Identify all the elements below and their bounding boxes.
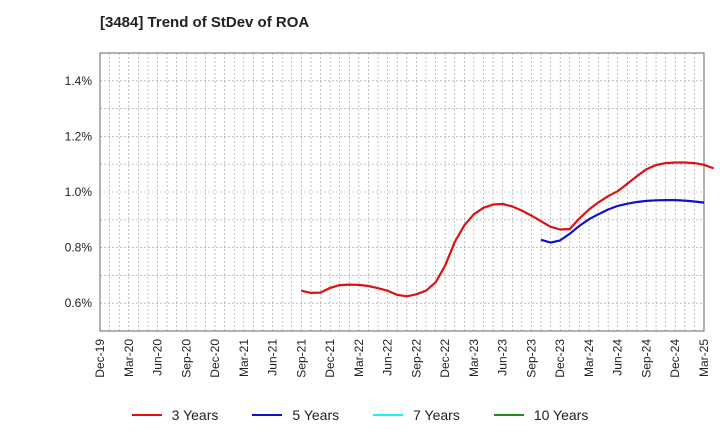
plot-area-frame [99,52,705,332]
legend-swatch-7-years [373,414,404,416]
x-tick-label: Mar-25 [697,339,711,377]
legend-swatch-3-years [131,414,162,416]
x-tick-label: Mar-24 [582,339,596,377]
legend-item-10-years: 10 Years [493,404,589,426]
y-tick-label: 1.2% [65,129,93,143]
x-tick-label: Mar-20 [122,339,136,377]
line-chart: 0.6% 0.8% 1.0% 1.2% 1.4% Dec-19 Mar-20 Jun-20 S… [65,52,714,378]
y-tick-label: 1.4% [65,74,93,88]
legend-item-3-years: 3 Years [131,404,219,426]
legend-label-5-years: 5 Years [292,407,340,423]
legend-item-7-years: 7 Years [373,404,460,426]
x-tick-label: Mar-23 [467,339,481,377]
x-tick-label: Dec-20 [208,339,222,378]
grid-lines [100,53,704,331]
chart-title: [3484] Trend of StDev of ROA [100,14,310,31]
legend-swatch-5-years [252,414,283,416]
series-line-5-years [540,199,705,244]
x-tick-label: Jun-21 [266,339,280,376]
x-tick-label: Jun-22 [381,339,395,376]
series-line-3-years [301,161,714,298]
x-tick-label: Dec-24 [668,339,682,378]
legend: 3 Years 5 Years 7 Years 10 Years [0,404,720,426]
x-tick-label: Dec-22 [438,339,452,378]
y-axis-ticks: 0.6% 0.8% 1.0% 1.2% 1.4% [65,74,93,310]
series-lines [301,161,714,298]
y-tick-label: 1.0% [65,185,93,199]
y-tick-label: 0.8% [65,241,93,255]
x-tick-label: Sep-23 [524,339,538,378]
legend-item-5-years: 5 Years [252,404,339,426]
x-tick-label: Sep-22 [409,339,423,378]
x-tick-label: Jun-23 [496,339,510,376]
y-tick-label: 0.6% [65,296,93,310]
x-axis-ticks: Dec-19 Mar-20 Jun-20 Sep-20 Dec-20 Mar-21 Jun-… [93,339,711,378]
x-tick-label: Dec-21 [323,339,337,378]
x-tick-label: Jun-24 [611,339,625,376]
legend-label-10-years: 10 Years [533,407,589,423]
legend-swatch-10-years [493,414,524,416]
x-tick-label: Dec-23 [553,339,567,378]
x-tick-label: Dec-19 [93,339,107,378]
x-tick-label: Mar-21 [237,339,251,377]
x-tick-label: Mar-22 [352,339,366,377]
x-tick-label: Sep-24 [639,339,653,378]
legend-label-3-years: 3 Years [171,407,219,423]
x-tick-label: Sep-21 [294,339,308,378]
x-tick-label: Sep-20 [179,339,193,378]
legend-label-7-years: 7 Years [413,407,460,423]
x-tick-label: Jun-20 [151,339,165,376]
